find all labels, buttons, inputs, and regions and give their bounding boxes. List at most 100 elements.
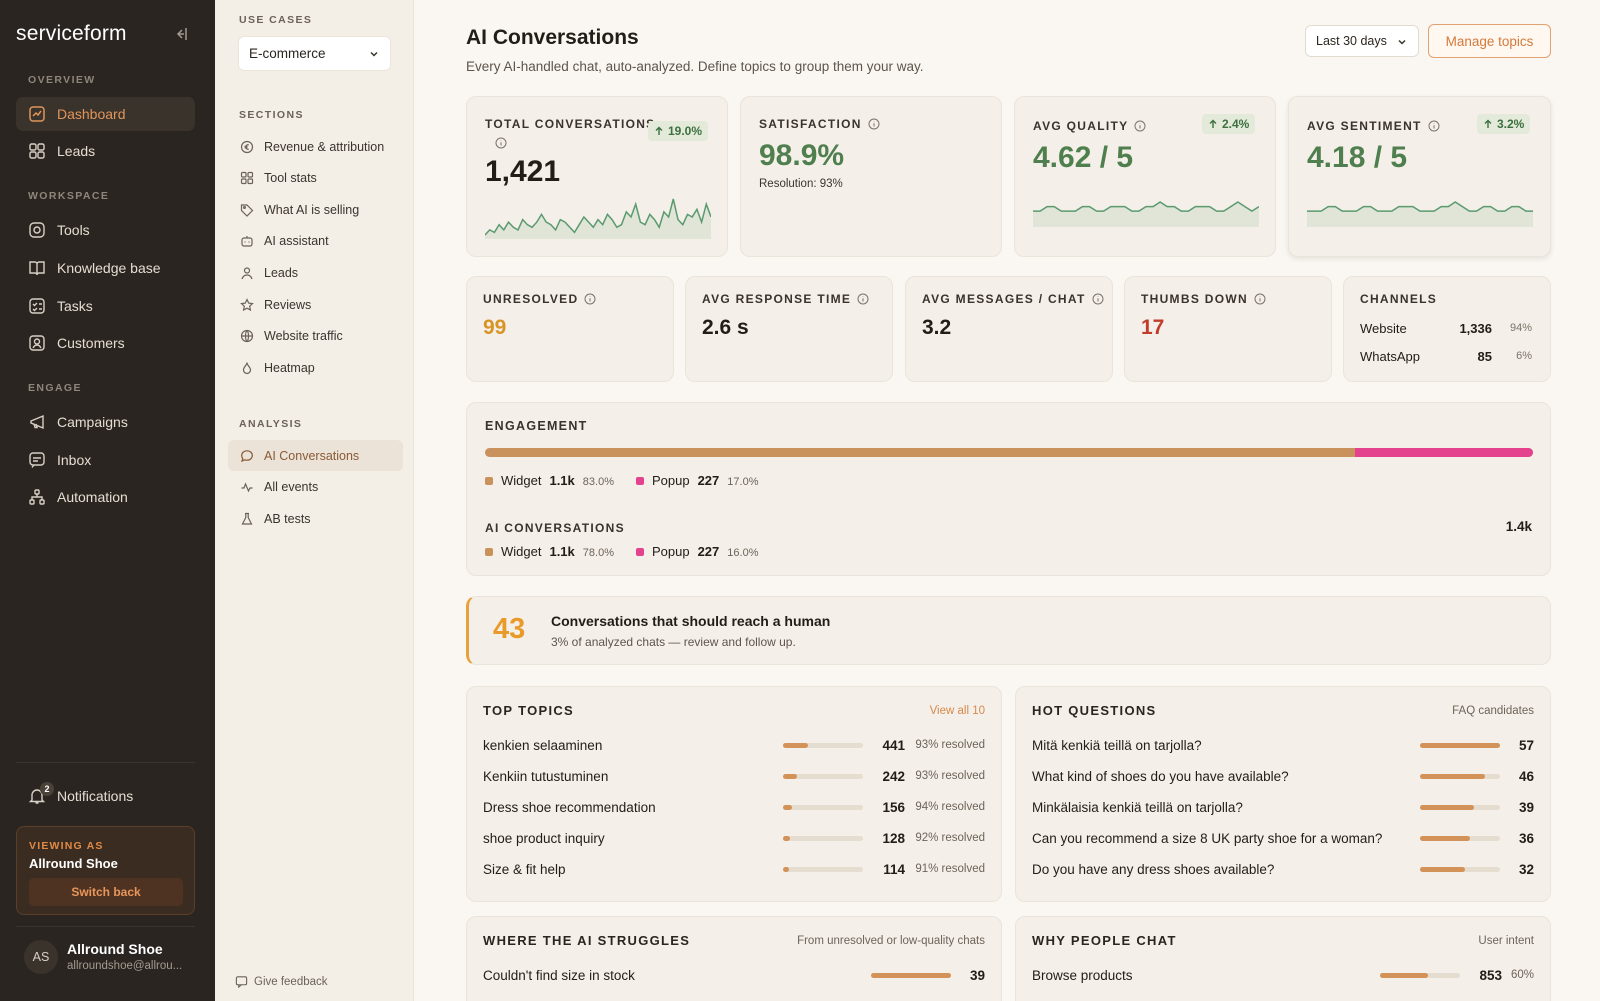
info-icon[interactable] (495, 136, 507, 149)
manage-topics-button[interactable]: Manage topics (1428, 24, 1551, 58)
handoff-subtitle: 3% of analyzed chats — review and follow… (551, 635, 796, 649)
list-item[interactable]: Couldn't find size in stock 39 (483, 965, 985, 985)
sidebar-item-campaigns[interactable]: Campaigns (16, 405, 195, 439)
channel-percent: 94% (1509, 322, 1532, 334)
date-range-select[interactable]: Last 30 days (1305, 25, 1419, 57)
sidebar-item-tasks[interactable]: Tasks (16, 289, 195, 323)
section-engage: ENGAGE (28, 382, 82, 394)
kpi-value: 4.18 / 5 (1307, 141, 1408, 174)
info-icon[interactable] (584, 293, 596, 305)
ai-struggles-note: From unresolved or low-quality chats (797, 935, 985, 947)
info-icon[interactable] (1254, 293, 1266, 305)
page-subtitle: Every AI-handled chat, auto-analyzed. De… (466, 59, 924, 74)
avatar[interactable]: AS (24, 940, 58, 974)
section-item-all-events[interactable]: All events (228, 471, 403, 502)
info-icon[interactable] (1134, 120, 1146, 132)
channel-name: Website (1360, 321, 1407, 336)
list-item-count: 39 (969, 967, 985, 983)
section-item-revenue[interactable]: Revenue & attribution (228, 131, 403, 162)
checklist-icon (28, 297, 46, 315)
section-item-label: Heatmap (264, 360, 315, 375)
list-item[interactable]: Do you have any dress shoes available? 32 (1032, 859, 1534, 879)
channel-count: 85 (1477, 349, 1492, 364)
progress-fill (1420, 835, 1471, 841)
section-overview: OVERVIEW (28, 74, 96, 86)
top-topics-heading: TOP TOPICS (483, 703, 575, 718)
list-item[interactable]: Mitä kenkiä teillä on tarjolla? 57 (1032, 735, 1534, 755)
kpi-value: 98.9% (759, 139, 845, 172)
section-item-ab-tests[interactable]: AB tests (228, 503, 403, 534)
progress-track (1420, 804, 1500, 810)
section-item-leads[interactable]: Leads (228, 257, 403, 288)
section-item-ai-selling[interactable]: What AI is selling (228, 194, 403, 225)
progress-fill (783, 742, 808, 748)
section-item-label: Reviews (264, 297, 312, 312)
list-item-count: 114 (883, 861, 905, 877)
section-item-ai-conversations[interactable]: AI Conversations (228, 440, 403, 471)
user-name[interactable]: Allround Shoe (67, 941, 163, 957)
channel-count: 1,336 (1459, 321, 1492, 336)
sidebar-item-customers[interactable]: Customers (16, 326, 195, 360)
use-case-select[interactable]: E-commerce (238, 36, 391, 71)
kpi-satisfaction: SATISFACTION 98.9% Resolution: 93% (740, 96, 1002, 257)
kpi-label: SATISFACTION (759, 117, 880, 131)
view-all-topics-link[interactable]: View all 10 (929, 705, 985, 717)
list-item[interactable]: Size & fit help 114 91% resolved (483, 859, 985, 879)
list-item[interactable]: shoe product inquiry 128 92% resolved (483, 828, 985, 848)
section-item-label: Revenue & attribution (264, 139, 385, 154)
list-item-count: 128 (882, 830, 905, 846)
sidebar-item-automation[interactable]: Automation (16, 480, 195, 514)
arrow-up-icon (1209, 119, 1217, 128)
list-item[interactable]: Kenkiin tutustuminen 242 93% resolved (483, 766, 985, 786)
sidebar-item-leads[interactable]: Leads (16, 134, 195, 168)
section-item-tool-stats[interactable]: Tool stats (228, 162, 403, 193)
collapse-sidebar-icon[interactable] (172, 26, 188, 42)
list-item[interactable]: Browse products 853 60% (1032, 965, 1534, 985)
sidebar-item-inbox[interactable]: Inbox (16, 443, 195, 477)
popup-swatch (635, 477, 644, 485)
kpi-label-text: SATISFACTION (759, 117, 862, 131)
brand-logo[interactable]: serviceform (16, 22, 127, 45)
section-item-ai-assistant[interactable]: AI assistant (228, 225, 403, 256)
stat-label: AVG MESSAGES / CHAT (922, 292, 1104, 306)
channel-row: Website 1,336 94% (1360, 321, 1535, 336)
legend-label: Widget (501, 544, 542, 559)
list-item[interactable]: Can you recommend a size 8 UK party shoe… (1032, 828, 1534, 848)
list-item[interactable]: What kind of shoes do you have available… (1032, 766, 1534, 786)
list-item-resolved: 94% resolved (915, 801, 985, 813)
sidebar-item-knowledge-base[interactable]: Knowledge base (16, 251, 195, 285)
info-icon[interactable] (1428, 120, 1440, 132)
section-item-heatmap[interactable]: Heatmap (228, 352, 403, 383)
stat-label-text: THUMBS DOWN (1141, 292, 1248, 306)
use-case-value: E-commerce (249, 46, 326, 61)
list-item[interactable]: kenkien selaaminen 441 93% resolved (483, 735, 985, 755)
list-item[interactable]: Minkälaisia kenkiä teillä on tarjolla? 39 (1032, 797, 1534, 817)
progress-track (783, 866, 863, 872)
give-feedback-link[interactable]: Give feedback (235, 975, 328, 988)
sidebar-item-notifications[interactable]: Notifications (16, 779, 195, 813)
legend-percent: 78.0% (582, 547, 614, 559)
section-item-website-traffic[interactable]: Website traffic (228, 320, 403, 351)
list-item[interactable]: Dress shoe recommendation 156 94% resolved (483, 797, 985, 817)
human-handoff-card[interactable]: 43 Conversations that should reach a hum… (466, 596, 1551, 665)
section-item-reviews[interactable]: Reviews (228, 289, 403, 320)
switch-back-button[interactable]: Switch back (29, 878, 183, 906)
why-people-chat-heading: WHY PEOPLE CHAT (1032, 933, 1177, 948)
progress-fill (783, 773, 797, 779)
info-icon[interactable] (1092, 293, 1104, 305)
sidebar-item-dashboard[interactable]: Dashboard (16, 97, 195, 131)
message-icon (28, 451, 46, 469)
tag-icon (240, 203, 254, 217)
trend-up-badge: 3.2% (1477, 114, 1531, 134)
notification-count-badge: 2 (40, 782, 54, 796)
hot-questions-heading: HOT QUESTIONS (1032, 703, 1157, 718)
user-email: allroundshoe@allrou... (67, 960, 183, 972)
progress-track (1420, 866, 1500, 872)
list-item-count: 36 (1518, 830, 1534, 846)
sidebar-item-tools[interactable]: Tools (16, 213, 195, 247)
handoff-title: Conversations that should reach a human (551, 613, 831, 629)
section-item-label: AB tests (264, 511, 311, 526)
info-icon[interactable] (857, 293, 869, 305)
channel-name: WhatsApp (1360, 349, 1420, 364)
info-icon[interactable] (868, 118, 880, 130)
